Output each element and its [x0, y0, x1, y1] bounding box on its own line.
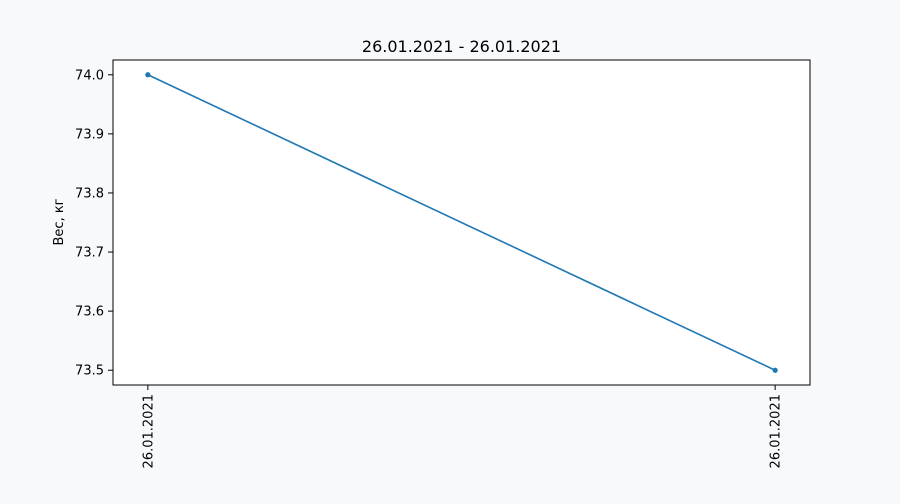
y-tick-label: 73.9 — [75, 127, 104, 142]
y-tick-label: 73.6 — [75, 305, 104, 320]
y-tick-label: 73.8 — [75, 186, 104, 201]
x-tick-label: 26.01.2021 — [769, 394, 784, 468]
plot-area: 73.5 73.6 73.7 73.8 73.9 74.0 26.01.2021 26.01.… — [75, 59, 811, 468]
y-tick-label: 73.5 — [75, 364, 104, 379]
x-tick-label: 26.01.2021 — [141, 394, 156, 468]
data-point — [145, 72, 151, 78]
y-axis-label: Вес, кг — [52, 198, 67, 245]
y-tick-label: 73.7 — [75, 246, 104, 261]
series-line — [147, 74, 776, 371]
y-tick-label: 74.0 — [75, 68, 104, 83]
data-point — [772, 367, 778, 373]
plot-frame — [112, 59, 811, 386]
chart-title: 26.01.2021 - 26.01.2021 — [362, 37, 561, 56]
